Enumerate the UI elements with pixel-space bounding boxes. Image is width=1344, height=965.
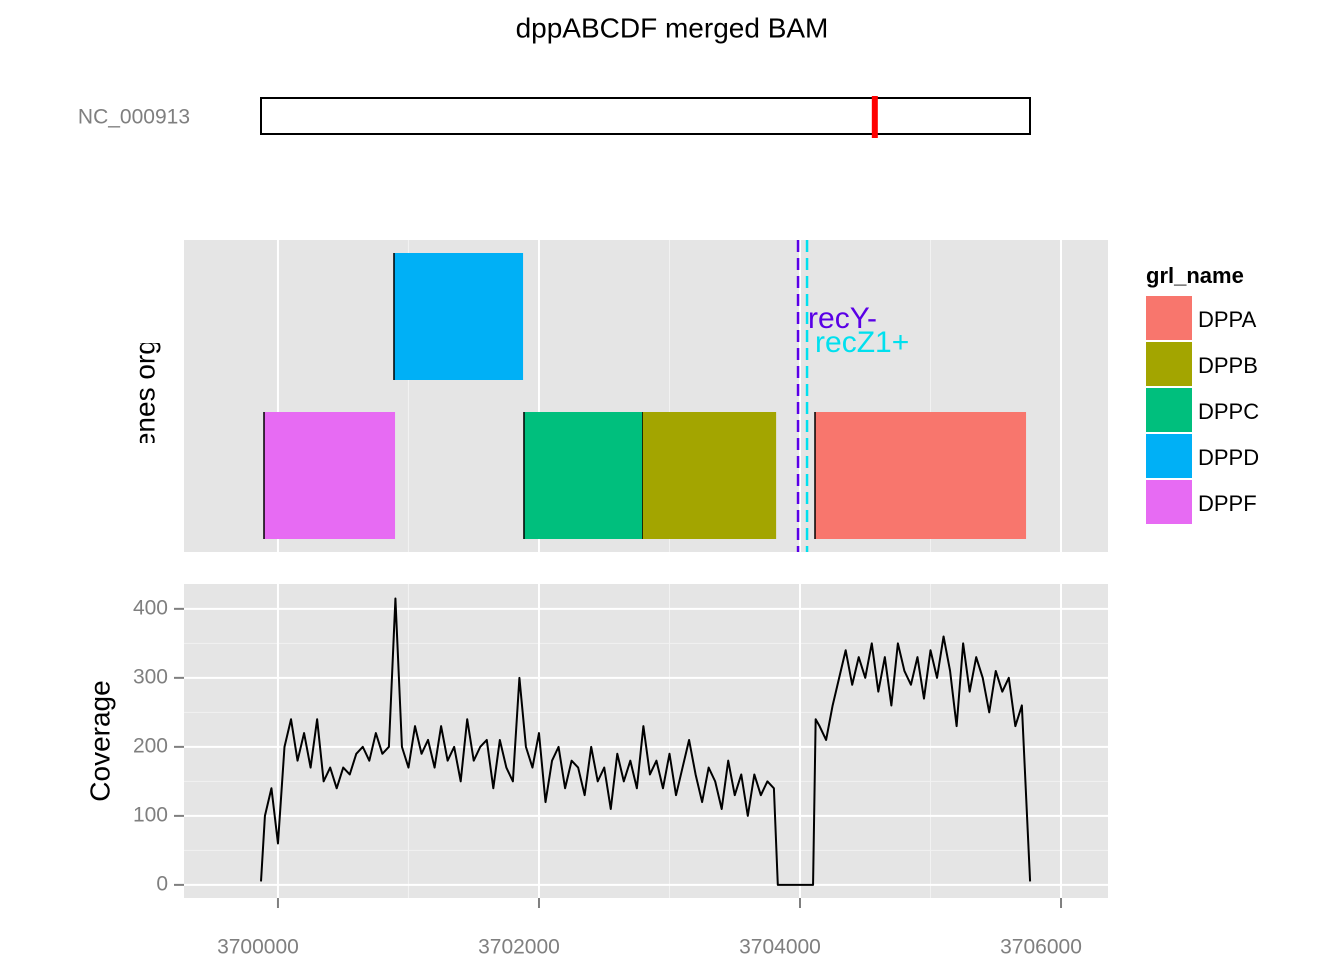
legend-key — [1146, 388, 1192, 432]
gene — [393, 253, 524, 380]
y-axis-title: Operon genes organisation — [129, 227, 160, 565]
gene — [264, 412, 396, 539]
legend-key — [1146, 480, 1192, 524]
y-tick-label: 100 — [133, 803, 168, 826]
ideogram-label: NC_000913 — [78, 106, 190, 129]
x-tick-label: 3706000 — [1000, 936, 1082, 959]
x-tick-label: 3700000 — [217, 936, 299, 959]
coverage-line — [260, 597, 1032, 886]
y-tick-label: 200 — [133, 734, 168, 757]
gene — [523, 412, 643, 539]
ideogram — [260, 97, 1031, 135]
legend-label: DPPD — [1198, 445, 1259, 470]
marker-label: recZ1+ — [815, 326, 909, 359]
x-tick-label: 3704000 — [739, 936, 821, 959]
y-axis-title: Coverage — [84, 680, 115, 801]
x-tick-label: 3702000 — [478, 936, 560, 959]
legend-label: DPPA — [1198, 307, 1257, 332]
chart-title: dppABCDF merged BAM — [516, 12, 829, 43]
legend-label: DPPB — [1198, 353, 1258, 378]
y-tick-label: 400 — [133, 596, 168, 619]
legend-key — [1146, 296, 1192, 340]
legend-title: grl_name — [1146, 263, 1244, 288]
y-tick-label: 0 — [156, 872, 168, 895]
legend-key — [1146, 342, 1192, 386]
legend-label: DPPC — [1198, 399, 1259, 424]
legend-key — [1146, 434, 1192, 478]
y-tick-label: 300 — [133, 665, 168, 688]
gene — [815, 412, 1027, 539]
gene — [642, 412, 777, 539]
marker-label: recY- — [808, 302, 877, 335]
legend-label: DPPF — [1198, 491, 1257, 516]
